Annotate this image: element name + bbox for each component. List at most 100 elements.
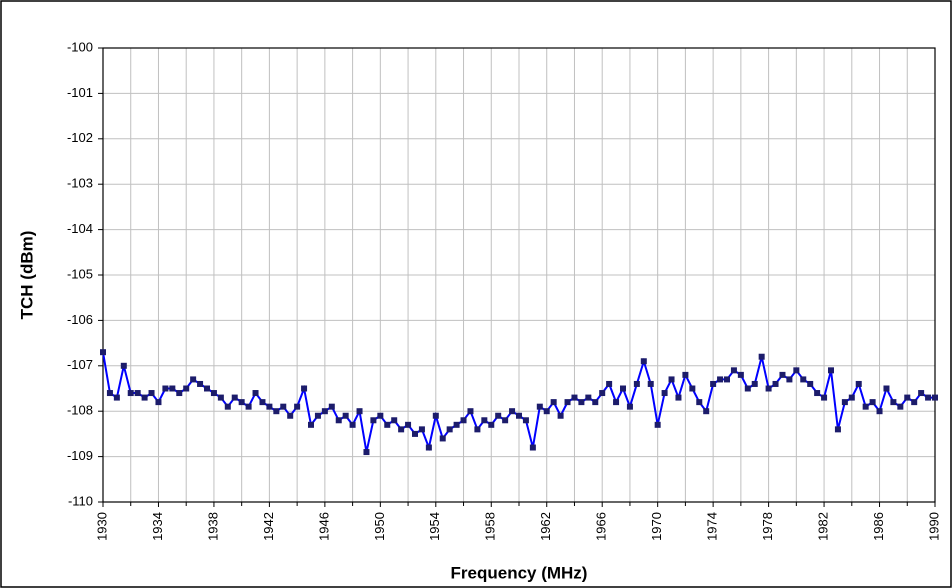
data-point [224,403,231,410]
data-point [377,412,384,419]
y-tick-label: -103 [67,176,93,191]
data-point [127,390,134,397]
x-tick-label: 1962 [538,512,553,541]
data-point [446,426,453,433]
data-point [911,399,918,406]
x-tick-label: 1942 [261,512,276,541]
data-point [724,376,730,383]
data-point [439,435,446,442]
data-point [398,426,405,433]
data-point [550,399,557,406]
data-point [301,385,308,392]
data-point [620,385,626,392]
y-tick-label: -106 [67,312,93,327]
data-point [190,376,197,383]
data-point [509,408,516,415]
data-point [266,403,273,410]
y-tick-label: -109 [67,448,93,463]
data-point [599,390,606,397]
x-tick-label: 1954 [427,512,442,541]
x-tick-label: 1938 [205,512,220,541]
data-point [571,394,578,401]
y-tick-label: -100 [67,39,93,54]
data-point [841,399,848,406]
data-point [335,417,342,424]
data-point [557,412,564,419]
data-point [349,421,356,428]
data-point [925,394,932,401]
x-tick-label: 1974 [705,512,720,541]
data-point [488,421,495,428]
data-point [626,403,633,410]
data-point [710,380,717,387]
data-point [862,403,869,410]
data-point [793,367,800,374]
data-point [772,380,779,387]
data-point [176,390,183,397]
data-point [162,385,169,392]
data-point [516,412,522,419]
data-point [737,371,744,378]
x-tick-label: 1986 [871,512,886,541]
x-tick-label: 1934 [150,512,165,541]
data-point [696,399,703,406]
data-point [828,367,834,374]
data-point [585,394,592,401]
data-point [765,385,772,392]
data-point [543,408,550,415]
x-tick-label: 1966 [594,512,609,541]
data-point [134,390,141,397]
data-point [633,380,640,387]
x-tick-label: 1930 [94,512,109,541]
data-point [758,353,765,360]
data-point [252,390,259,397]
data-point [481,417,488,424]
data-point [204,385,210,392]
data-point [405,421,412,428]
data-point [703,408,710,415]
x-tick-label: 1982 [816,512,831,541]
data-point [363,449,370,456]
data-point [855,380,862,387]
data-point [287,412,294,419]
data-point [876,408,883,415]
data-point [425,444,432,451]
data-point [613,399,620,406]
y-tick-label: -110 [68,493,93,508]
data-point [356,408,363,415]
data-point [217,394,224,401]
y-tick-label: -104 [67,221,93,236]
data-point [245,403,252,410]
y-tick-label: -107 [67,357,93,372]
y-axis-title: TCH (dBm) [17,231,36,320]
data-point [412,430,418,437]
data-point [294,403,301,410]
data-point [342,412,349,419]
data-point [106,390,113,397]
data-point [675,394,682,401]
data-point [474,426,481,433]
data-point [259,399,266,406]
data-point [183,385,190,392]
data-point [668,376,675,383]
y-tick-label: -108 [67,403,93,418]
data-point [432,412,439,419]
data-point [730,367,737,374]
data-point [418,426,425,433]
data-point [834,426,841,433]
y-tick-label: -105 [67,266,93,281]
data-point [918,390,925,397]
data-point [169,385,176,392]
data-point [932,394,938,401]
data-point [391,417,398,424]
data-point [231,394,238,401]
data-point [502,417,509,424]
data-point [238,399,245,406]
data-point [717,376,724,383]
data-point [321,408,328,415]
data-point [453,421,460,428]
x-tick-label: 1958 [483,512,498,541]
data-point [522,417,529,424]
data-point [120,362,127,369]
